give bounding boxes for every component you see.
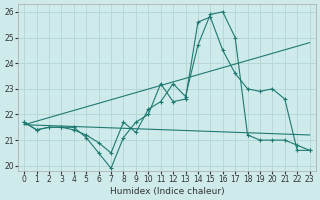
X-axis label: Humidex (Indice chaleur): Humidex (Indice chaleur) <box>109 187 224 196</box>
